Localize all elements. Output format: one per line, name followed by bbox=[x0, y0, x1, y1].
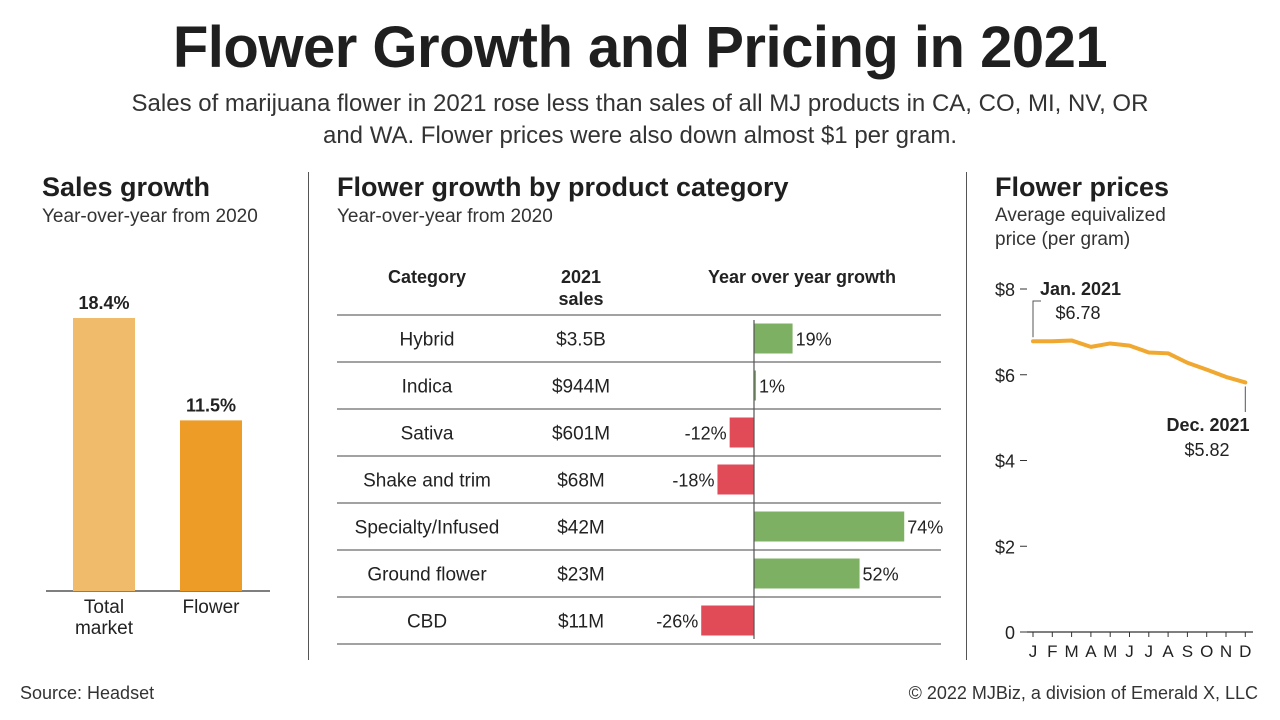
growth-bar bbox=[701, 605, 754, 636]
price-x-tick-label: J bbox=[1029, 642, 1038, 661]
table-cell-sales: $11M bbox=[558, 612, 604, 633]
growth-value-label: -18% bbox=[672, 471, 714, 491]
growth-bar bbox=[754, 370, 757, 401]
table-cell-category: Ground flower bbox=[367, 565, 487, 586]
dec-annotation-value: $5.82 bbox=[1184, 440, 1229, 460]
category-subtitle: Year-over-year from 2020 bbox=[337, 206, 553, 227]
col-header-sales: 2021 bbox=[561, 267, 601, 287]
table-cell-category: Sativa bbox=[401, 424, 454, 445]
col-header-sales: sales bbox=[558, 289, 603, 309]
price-x-tick-label: J bbox=[1145, 642, 1154, 661]
col-header-growth: Year over year growth bbox=[708, 267, 896, 287]
prices-subtitle-line1: Average equivalized bbox=[995, 205, 1166, 226]
sales-category-label: Flower bbox=[182, 597, 240, 618]
sales-bar-0 bbox=[73, 318, 135, 591]
price-y-tick-label: $8 bbox=[995, 280, 1015, 300]
growth-value-label: 52% bbox=[863, 565, 899, 585]
jan-annotation-label: Jan. 2021 bbox=[1040, 279, 1121, 299]
price-y-tick-label: $2 bbox=[995, 537, 1015, 557]
sales-category-label: market bbox=[75, 618, 134, 639]
price-x-tick-label: F bbox=[1047, 642, 1057, 661]
price-y-tick-label: $4 bbox=[995, 452, 1015, 472]
sales-growth-subtitle: Year-over-year from 2020 bbox=[42, 206, 258, 227]
price-y-tick-label: 0 bbox=[1005, 623, 1015, 643]
table-cell-category: Shake and trim bbox=[363, 471, 491, 492]
table-cell-sales: $601M bbox=[552, 424, 610, 445]
dec-annotation-label: Dec. 2021 bbox=[1166, 415, 1249, 435]
table-cell-sales: $42M bbox=[557, 518, 605, 539]
table-cell-sales: $68M bbox=[557, 471, 605, 492]
growth-bar bbox=[754, 558, 860, 589]
page-title: Flower Growth and Pricing in 2021 bbox=[172, 15, 1108, 80]
growth-bar bbox=[754, 323, 793, 354]
growth-bar bbox=[729, 417, 754, 448]
table-cell-category: Hybrid bbox=[400, 330, 455, 351]
growth-value-label: 1% bbox=[759, 377, 785, 397]
growth-value-label: -12% bbox=[685, 424, 727, 444]
prices-title: Flower prices bbox=[995, 172, 1170, 202]
price-series-line bbox=[1031, 338, 1248, 385]
jan-annotation-value: $6.78 bbox=[1055, 303, 1100, 323]
table-cell-category: Specialty/Infused bbox=[355, 518, 500, 539]
price-y-tick-label: $6 bbox=[995, 366, 1015, 386]
price-x-tick-label: A bbox=[1162, 642, 1174, 661]
sales-growth-title: Sales growth bbox=[42, 172, 211, 202]
divider-left bbox=[308, 172, 309, 660]
price-x-tick-label: M bbox=[1065, 642, 1079, 661]
sales-bar-value-label: 18.4% bbox=[78, 293, 129, 313]
source-note: Source: Headset bbox=[20, 683, 155, 703]
category-title: Flower growth by product category bbox=[337, 172, 789, 202]
copyright-note: © 2022 MJBiz, a division of Emerald X, L… bbox=[908, 683, 1258, 703]
sales-category-label: Total bbox=[84, 597, 124, 618]
prices-subtitle-line2: price (per gram) bbox=[995, 229, 1131, 250]
price-x-tick-label: N bbox=[1220, 642, 1232, 661]
divider-right bbox=[966, 172, 967, 660]
growth-value-label: -26% bbox=[656, 612, 698, 632]
table-cell-sales: $23M bbox=[557, 565, 605, 586]
price-x-tick-label: O bbox=[1200, 642, 1213, 661]
col-header-category: Category bbox=[388, 267, 466, 287]
growth-value-label: 74% bbox=[907, 518, 943, 538]
sales-bar-value-label: 11.5% bbox=[186, 395, 236, 415]
table-cell-sales: $944M bbox=[552, 377, 610, 398]
growth-value-label: 19% bbox=[796, 330, 832, 350]
price-x-tick-label: S bbox=[1182, 642, 1193, 661]
growth-bar bbox=[717, 464, 754, 495]
growth-bar bbox=[754, 511, 905, 542]
sales-bar-1 bbox=[180, 420, 242, 591]
price-x-tick-label: J bbox=[1125, 642, 1134, 661]
table-cell-category: CBD bbox=[407, 612, 447, 633]
page-subtitle: Sales of marijuana flower in 2021 rose l… bbox=[131, 90, 1149, 149]
price-x-tick-label: D bbox=[1239, 642, 1251, 661]
table-cell-sales: $3.5B bbox=[556, 330, 606, 351]
price-x-tick-label: M bbox=[1103, 642, 1117, 661]
price-x-tick-label: A bbox=[1085, 642, 1097, 661]
jan-annotation-leader bbox=[1032, 300, 1041, 338]
table-cell-category: Indica bbox=[402, 377, 453, 398]
